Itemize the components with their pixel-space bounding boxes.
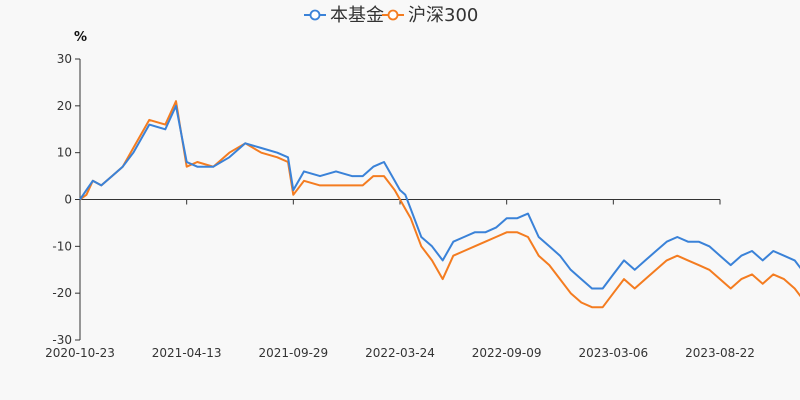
y-tick-label: 30 <box>57 52 72 66</box>
legend-item[interactable]: 本基金 <box>304 5 384 26</box>
legend-item[interactable]: 沪深300 <box>382 5 478 26</box>
y-tick-label: -30 <box>52 333 72 347</box>
y-tick-label: -20 <box>52 286 72 300</box>
legend-circle-marker <box>309 9 321 21</box>
legend[interactable]: 本基金 沪深300 <box>304 5 478 26</box>
x-tick-label: 2023-08-22 <box>685 346 755 360</box>
x-tick-label: 2023-03-06 <box>578 346 648 360</box>
y-tick-label: 0 <box>64 193 72 207</box>
x-tick-label: 2022-03-24 <box>365 346 435 360</box>
legend-circle-marker <box>387 9 399 21</box>
x-tick-label: 2022-09-09 <box>472 346 542 360</box>
y-tick-label: 20 <box>57 99 72 113</box>
y-axis-unit-label: % <box>74 30 87 45</box>
series-group <box>79 100 800 321</box>
x-tick-label: 2020-10-23 <box>45 346 115 360</box>
x-tick-label: 2021-04-13 <box>152 346 222 360</box>
legend-label: 本基金 <box>330 5 384 26</box>
series-line-fund[interactable] <box>79 104 800 293</box>
legend-label: 沪深300 <box>408 5 478 26</box>
y-tick-label: 10 <box>57 146 72 160</box>
y-tick-label: -10 <box>52 239 72 253</box>
x-tick-label: 2021-09-29 <box>258 346 328 360</box>
series-line-csi300[interactable] <box>79 100 800 321</box>
